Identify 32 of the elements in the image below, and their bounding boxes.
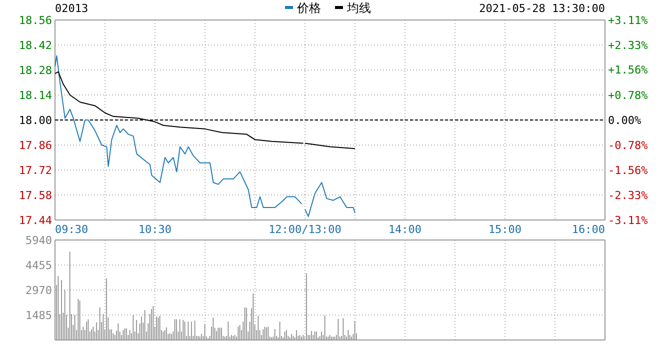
y-tick-label: 18.00 (18, 114, 52, 127)
y-tick-label: 2970 (26, 284, 52, 297)
y-tick-label: 4455 (26, 258, 52, 272)
text: 2021-05-28 13:30:00 (479, 2, 605, 15)
chart-subtitle: 02013 (55, 2, 88, 15)
y-tick-label: 17.44 (18, 214, 52, 227)
text: +3.11% (608, 14, 648, 27)
y-tick-label: 1485 (26, 308, 52, 322)
y-tick-label: 18.14 (18, 88, 52, 102)
x-tick-label: 10:30 (138, 223, 172, 236)
legend-label: 均线 (346, 1, 371, 15)
text: +1.56% (608, 64, 648, 77)
y-tick-label: 17.72 (18, 164, 52, 177)
x-tick-label: 15:00 (488, 223, 522, 236)
text: -0.78% (608, 138, 648, 152)
y-tick-label: 18.42 (18, 38, 52, 52)
x-tick-label: 14:00 (388, 223, 422, 236)
text: -1.56% (608, 164, 648, 178)
text: +0.78% (608, 88, 648, 102)
x-tick-label: 09:30 (55, 223, 88, 236)
y-tick-label: 17.58 (18, 188, 52, 202)
text: -3.11% (608, 214, 648, 227)
y-tick-label: 5940 (26, 234, 52, 247)
y-tick-label: 17.86 (18, 138, 52, 152)
legend-label: 价格 (296, 1, 321, 15)
x-tick-label: 16:00 (572, 223, 605, 236)
text: +2.33% (608, 38, 648, 52)
text: -2.33% (608, 188, 648, 202)
text: 0.00% (608, 114, 642, 127)
y-tick-label: 18.28 (18, 64, 52, 77)
x-tick-label: 12:00/13:00 (268, 223, 342, 236)
y-tick-label: 18.56 (18, 14, 52, 27)
